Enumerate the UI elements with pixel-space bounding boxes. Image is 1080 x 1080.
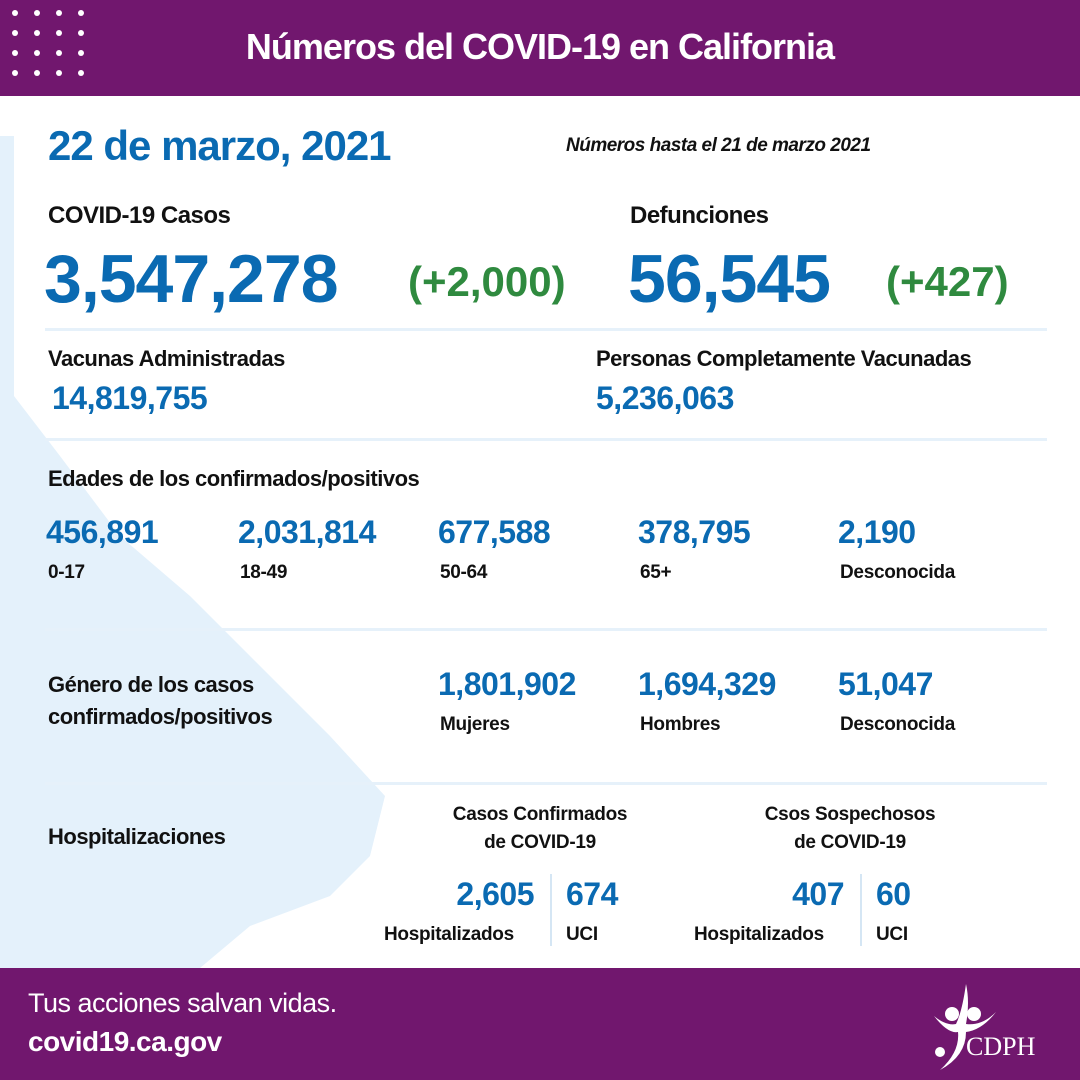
- confirmed-icu-value: 674: [566, 876, 618, 912]
- suspected-hosp-label: Hospitalizados: [694, 924, 824, 945]
- gender-value: 1,801,902: [438, 666, 576, 702]
- age-value: 2,031,814: [238, 514, 376, 550]
- cases-value: 3,547,278: [44, 241, 339, 317]
- confirmed-hosp-label: Hospitalizados: [384, 924, 514, 945]
- ages-label: Edades de los confirmados/positivos: [48, 466, 420, 491]
- fully-vaccinated-value: 5,236,063: [596, 380, 734, 416]
- divider: [860, 874, 862, 946]
- cdph-logo: CDPH: [926, 982, 1056, 1072]
- gender-label-2: confirmados/positivos: [48, 704, 273, 729]
- divider: [45, 628, 1047, 631]
- hospitalizations-label: Hospitalizaciones: [48, 824, 226, 849]
- age-label: 65+: [640, 562, 672, 583]
- cases-label: COVID-19 Casos: [48, 202, 231, 229]
- suspected-title-2: de COVID-19: [794, 832, 906, 853]
- gender-item-label: Desconocida: [840, 714, 955, 735]
- gender-label: Género de los casos: [48, 672, 254, 697]
- divider: [45, 782, 1047, 785]
- report-date: 22 de marzo, 2021: [48, 122, 392, 169]
- deaths-change: (+427): [886, 258, 1009, 305]
- suspected-title: Csos Sospechosos: [764, 804, 936, 825]
- cdph-logo-text: CDPH: [966, 1032, 1036, 1061]
- confirmed-icu-label: UCI: [566, 924, 598, 945]
- age-value: 456,891: [46, 514, 159, 550]
- gender-value: 1,694,329: [638, 666, 776, 702]
- deaths-value: 56,545: [628, 241, 831, 317]
- age-label: 18-49: [240, 562, 288, 583]
- footer-tagline: Tus acciones salvan vidas.: [28, 988, 337, 1018]
- divider: [45, 438, 1047, 441]
- gender-item-label: Hombres: [640, 714, 721, 735]
- age-value: 2,190: [838, 514, 916, 550]
- vaccines-label: Vacunas Administradas: [48, 346, 285, 371]
- gender-value: 51,047: [838, 666, 933, 702]
- gender-item-label: Mujeres: [440, 714, 510, 735]
- age-value: 677,588: [438, 514, 551, 550]
- cases-change: (+2,000): [408, 258, 566, 305]
- cdph-logo-icon: [934, 984, 996, 1070]
- as-of-note: Números hasta el 21 de marzo 2021: [566, 135, 871, 156]
- footer-bar: [0, 968, 1080, 1080]
- suspected-hosp-value: 407: [792, 876, 844, 912]
- page-title: Números del COVID-19 en California: [245, 26, 835, 67]
- california-map-silhouette: [0, 136, 385, 968]
- divider: [550, 874, 552, 946]
- fully-vaccinated-label: Personas Completamente Vacunadas: [596, 346, 972, 371]
- confirmed-title: Casos Confirmados: [452, 804, 628, 825]
- dots-decoration: [10, 8, 98, 78]
- age-label: 0-17: [48, 562, 85, 583]
- age-label: Desconocida: [840, 562, 955, 583]
- suspected-icu-value: 60: [876, 876, 911, 912]
- header-bar: [0, 0, 1080, 96]
- divider: [45, 328, 1047, 331]
- vaccines-value: 14,819,755: [52, 380, 208, 416]
- age-value: 378,795: [638, 514, 751, 550]
- footer-url[interactable]: covid19.ca.gov: [28, 1026, 222, 1057]
- confirmed-title-2: de COVID-19: [484, 832, 596, 853]
- age-label: 50-64: [440, 562, 488, 583]
- deaths-label: Defunciones: [630, 202, 769, 229]
- suspected-icu-label: UCI: [876, 924, 908, 945]
- confirmed-hosp-value: 2,605: [456, 876, 534, 912]
